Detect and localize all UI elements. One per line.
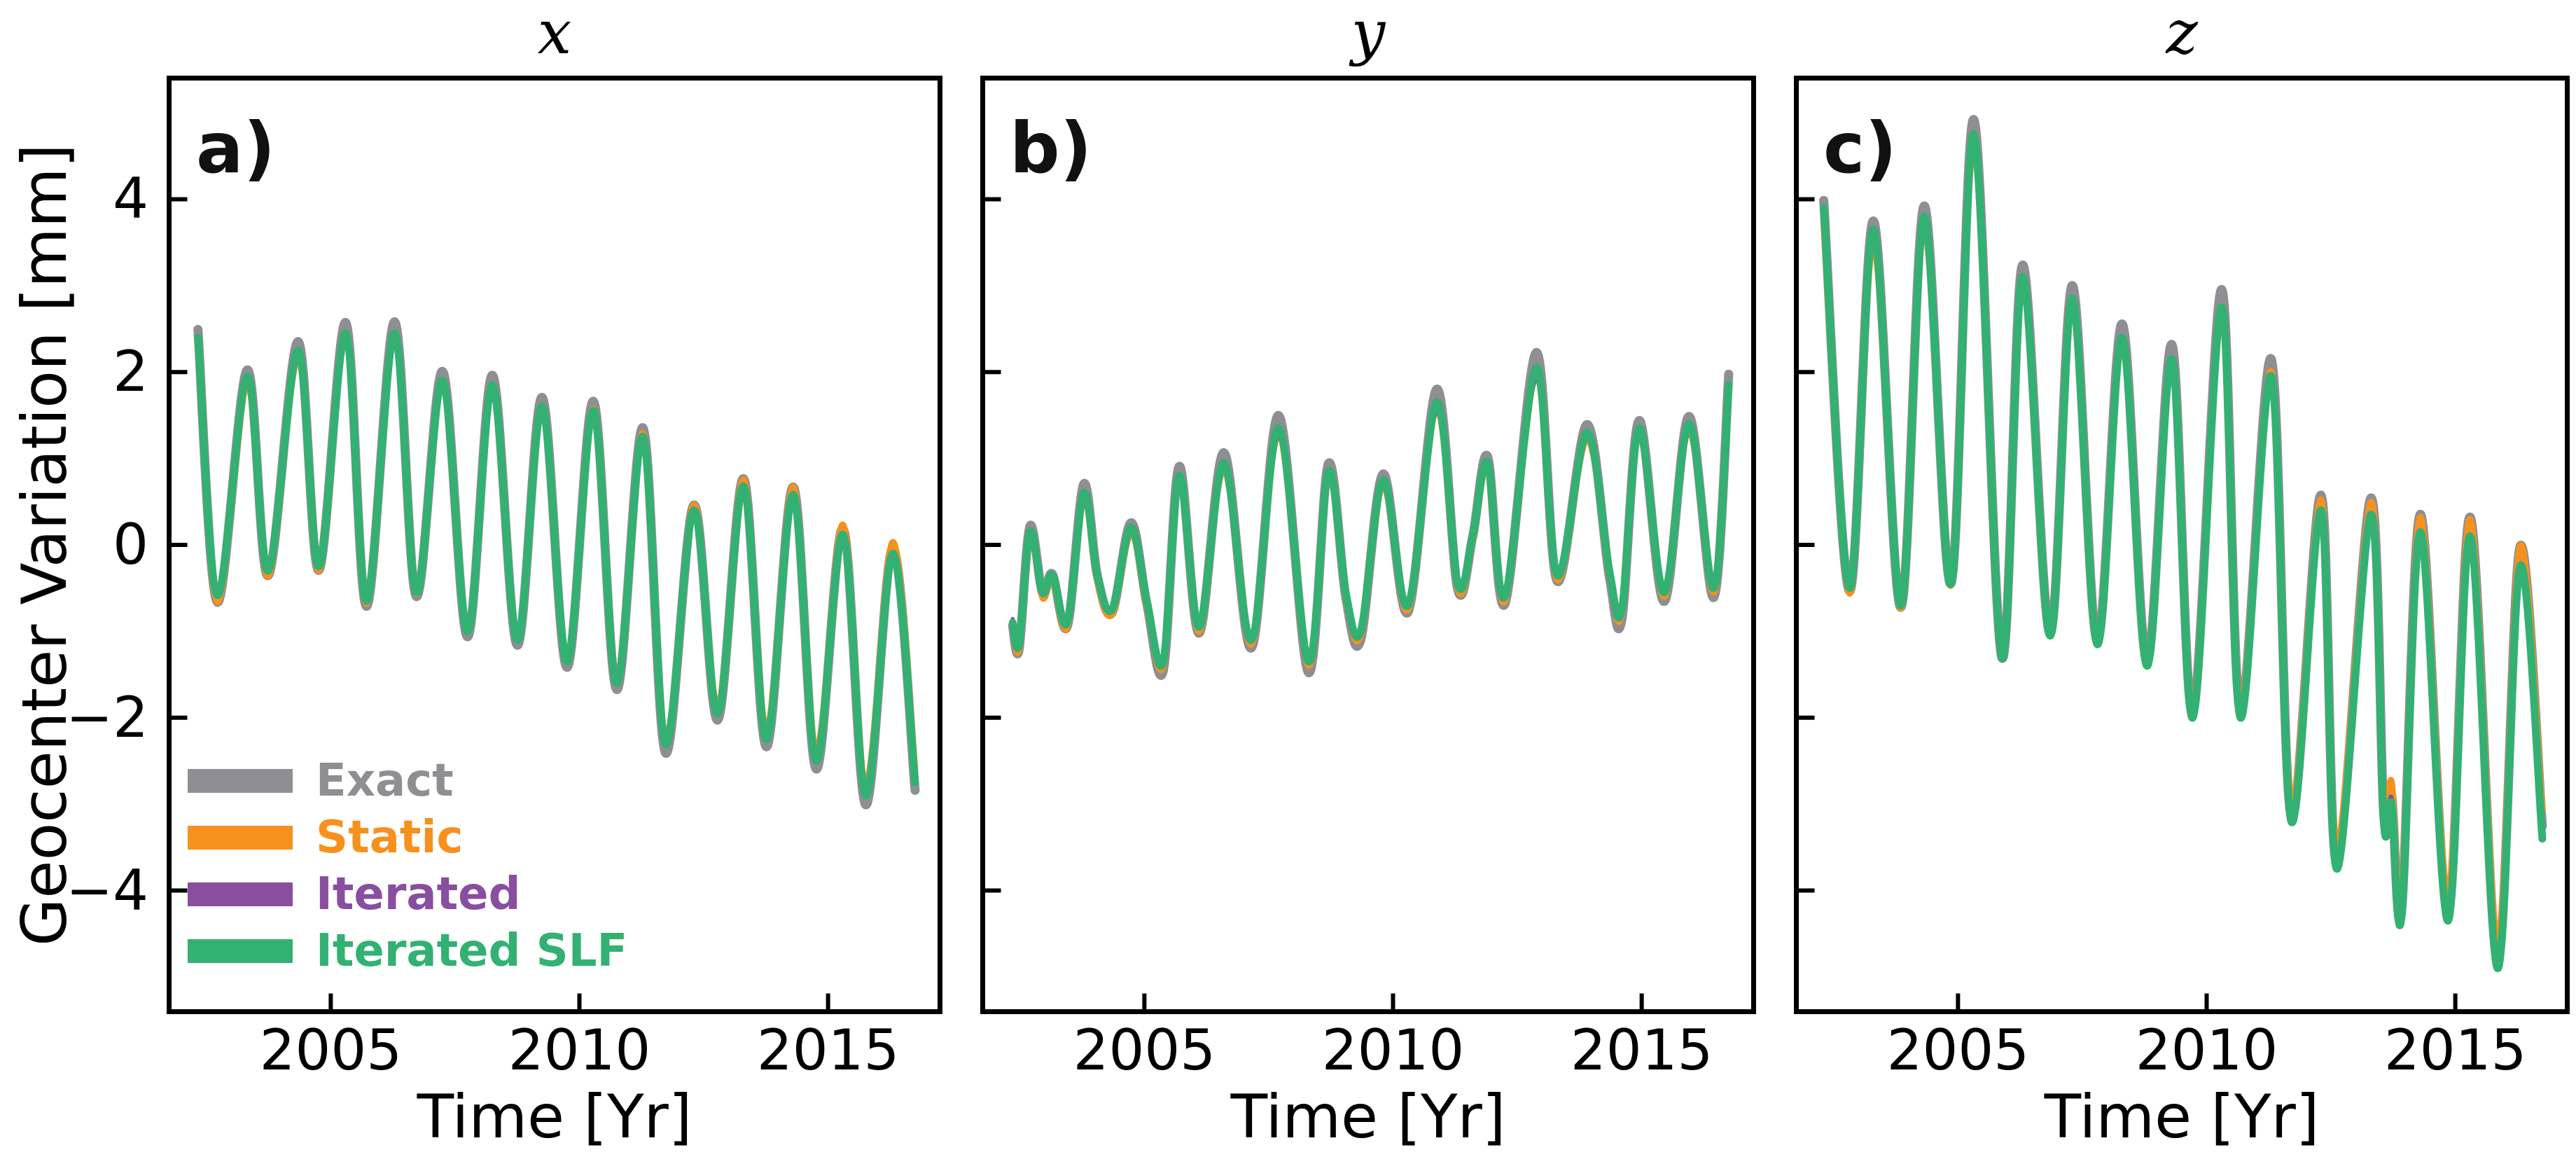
- panel-c-xaxis-label: Time [Yr]: [2044, 1082, 2320, 1152]
- panel-b-xaxis-label: Time [Yr]: [1230, 1082, 1506, 1152]
- panel-a-plot: [167, 76, 942, 1014]
- panel-b: y b) Time [Yr] 2005 2010 2015: [980, 3, 1756, 1147]
- series-line-iterated-slf: [1008, 363, 1733, 670]
- x-tick-label: 2010: [1321, 1018, 1465, 1083]
- x-tick-label: 2005: [1073, 1018, 1216, 1083]
- legend-label: Iterated: [316, 868, 521, 920]
- x-tick-label: 2015: [756, 1018, 900, 1083]
- panel-b-title: y: [1351, 0, 1386, 68]
- series-line-exact: [1008, 347, 1734, 680]
- axes-spines: [980, 76, 1756, 1014]
- legend-item-iterated-slf: Iterated SLF: [188, 922, 627, 979]
- x-tick-label: 2010: [2135, 1018, 2278, 1083]
- legend-swatch-iterated-slf-icon: [188, 938, 293, 963]
- x-tick-label: 2015: [2383, 1018, 2527, 1083]
- panel-b-plot: [980, 76, 1756, 1014]
- axes-spines: [167, 76, 942, 1014]
- panel-a-letter: a): [196, 107, 276, 189]
- x-tick-label: 2005: [259, 1018, 403, 1083]
- y-tick-label: −4: [66, 857, 148, 923]
- panel-a-title: x: [537, 0, 572, 68]
- legend: Exact Static Iterated Iterated SLF: [188, 752, 627, 979]
- panel-c-plot: [1794, 76, 2570, 1014]
- legend-item-static: Static: [188, 809, 627, 866]
- legend-item-exact: Exact: [188, 752, 627, 809]
- legend-label: Iterated SLF: [316, 924, 628, 977]
- x-tick-label: 2010: [508, 1018, 651, 1083]
- panel-a: x a) Exact Static Iterated Iterated SLF Tim…: [66, 3, 942, 1147]
- y-tick-label: −2: [66, 684, 148, 750]
- panel-c-title: z: [2166, 0, 2198, 68]
- y-tick-label: 4: [113, 166, 148, 232]
- series-line-iterated-slf: [1820, 130, 2547, 973]
- panel-c: z c) Time [Yr] 2005 2010 2015: [1794, 3, 2570, 1147]
- x-tick-label: 2005: [1886, 1018, 2030, 1083]
- y-tick-label: 0: [113, 512, 148, 577]
- panel-b-letter: b): [1010, 107, 1092, 189]
- legend-label: Static: [316, 811, 464, 864]
- panel-c-letter: c): [1823, 107, 1897, 189]
- legend-swatch-exact-icon: [188, 768, 293, 793]
- legend-label: Exact: [316, 754, 454, 807]
- y-axis-label: Geocenter Variation [mm]: [8, 144, 81, 946]
- legend-swatch-iterated-icon: [188, 882, 293, 906]
- x-tick-label: 2015: [1570, 1018, 1713, 1083]
- y-tick-label: 2: [113, 339, 148, 405]
- legend-item-iterated: Iterated: [188, 866, 627, 922]
- panel-a-xaxis-label: Time [Yr]: [417, 1082, 692, 1152]
- legend-swatch-static-icon: [188, 825, 293, 850]
- series-line-iterated-slf: [194, 329, 919, 800]
- axes-spines: [1794, 76, 2570, 1014]
